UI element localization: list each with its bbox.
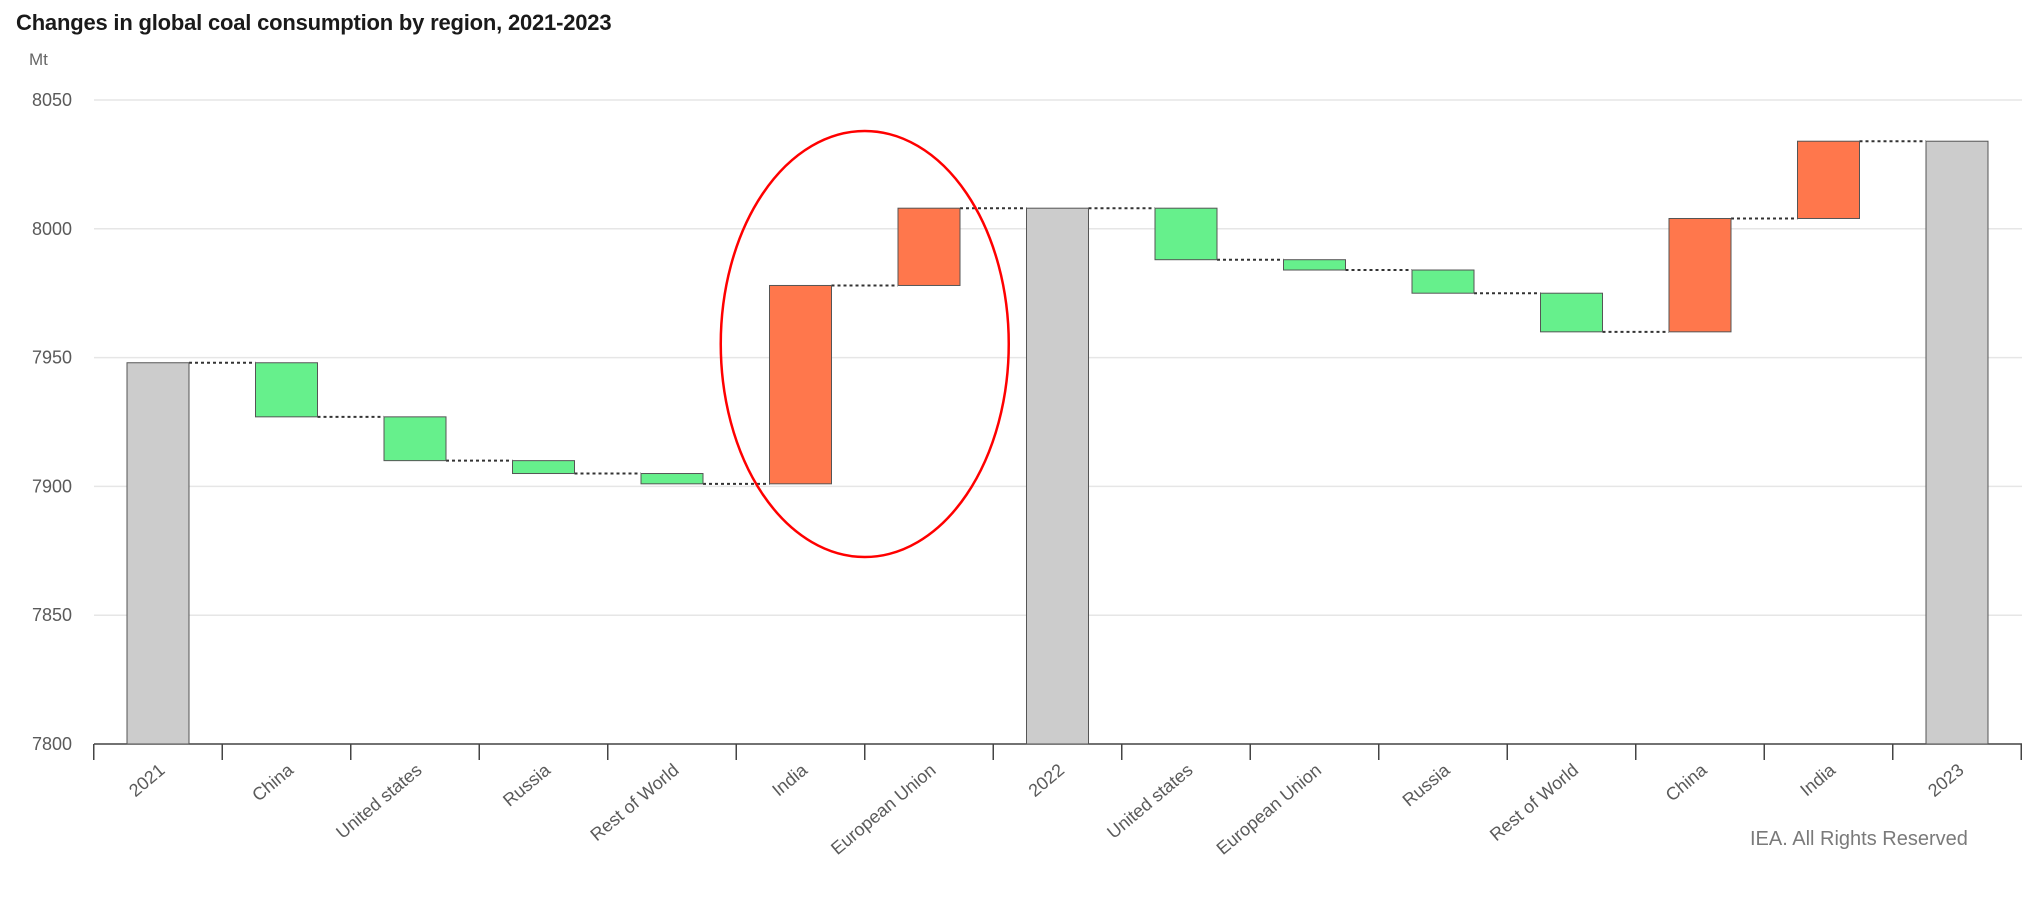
x-tick-label: European Union xyxy=(827,760,940,859)
bar-total xyxy=(126,362,190,745)
bar-total xyxy=(1925,140,1989,745)
x-tick-label: India xyxy=(1796,759,1840,800)
bar-increase xyxy=(769,284,832,485)
bar-increase xyxy=(897,207,961,286)
credit-text: IEA. All Rights Reserved xyxy=(1750,828,1968,850)
x-tick-label: China xyxy=(1662,759,1712,805)
y-axis-unit-label: Mt xyxy=(29,50,48,69)
chart-title: Changes in global coal consumption by re… xyxy=(16,10,612,35)
y-tick-label: 8050 xyxy=(32,90,72,110)
bar-decrease xyxy=(1154,207,1218,261)
bar-decrease xyxy=(1540,292,1603,333)
y-tick-label: 8000 xyxy=(32,219,72,239)
x-tick-label: Rest of World xyxy=(1486,760,1582,845)
bar-decrease xyxy=(255,362,318,418)
x-tick-label: 2023 xyxy=(1924,760,1968,801)
highlight-ellipse xyxy=(719,129,1010,559)
y-tick-label: 7850 xyxy=(32,605,72,625)
x-tick-label: Russia xyxy=(1399,759,1455,810)
x-tick-label: 2021 xyxy=(125,760,169,801)
bar-total xyxy=(1026,207,1089,745)
bar-increase xyxy=(1797,140,1860,219)
x-tick-label: United states xyxy=(332,760,425,843)
bar-decrease xyxy=(640,473,704,485)
x-tick-label: 2022 xyxy=(1025,760,1069,801)
x-tick-label: Russia xyxy=(499,759,555,810)
x-tick-label: India xyxy=(768,759,812,800)
bar-decrease xyxy=(1411,269,1475,294)
bar-increase xyxy=(1668,217,1732,333)
y-tick-label: 7950 xyxy=(32,348,72,368)
x-tick-label: United states xyxy=(1103,760,1196,843)
bar-decrease xyxy=(383,416,447,462)
y-tick-label: 7900 xyxy=(32,476,72,496)
y-tick-label: 7800 xyxy=(32,734,72,754)
x-tick-label: Rest of World xyxy=(586,760,682,845)
x-tick-label: European Union xyxy=(1213,760,1326,859)
bar-decrease xyxy=(1283,259,1346,271)
bar-decrease xyxy=(512,460,575,475)
x-tick-label: China xyxy=(248,759,298,805)
